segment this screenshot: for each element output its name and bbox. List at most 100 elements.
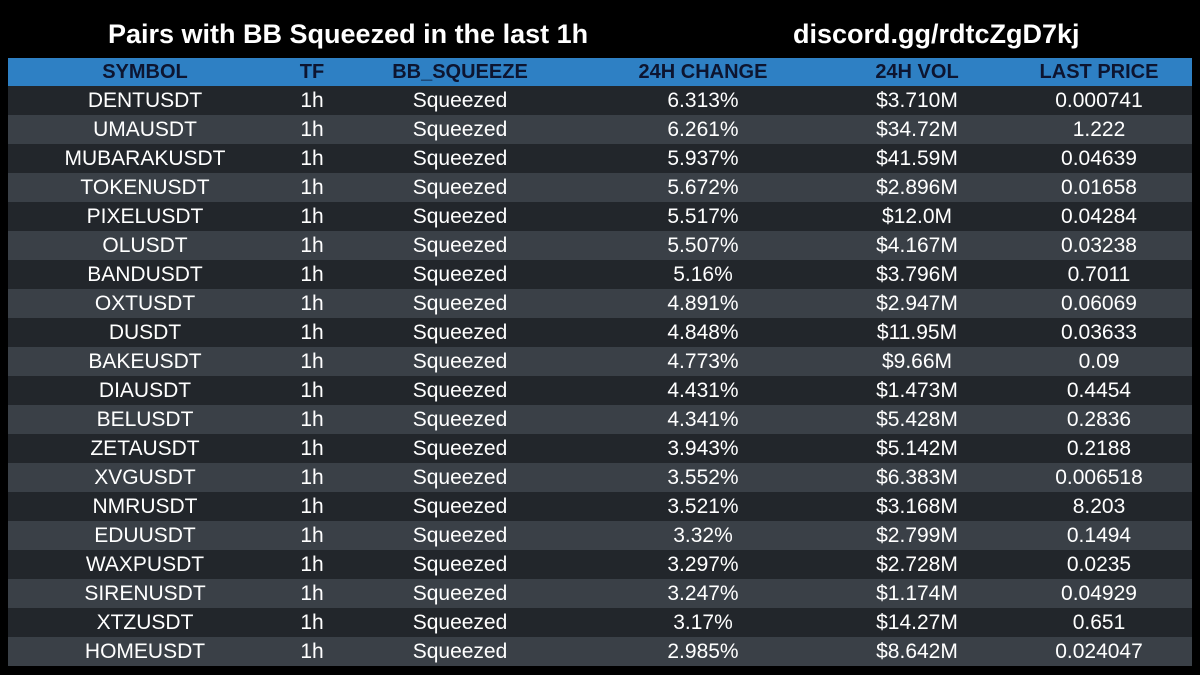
- bb-squeeze-cell: Squeezed: [342, 376, 578, 405]
- change-24h-cell: 3.297%: [578, 550, 828, 579]
- tf-cell: 1h: [282, 376, 342, 405]
- bb-squeeze-cell: Squeezed: [342, 608, 578, 637]
- table-row: NMRUSDT 1h Squeezed 3.521% $3.168M 8.203: [8, 492, 1192, 521]
- symbol-cell: DIAUSDT: [8, 376, 282, 405]
- change-24h-cell: 3.943%: [578, 434, 828, 463]
- last-price-cell: 0.0235: [1006, 550, 1192, 579]
- change-24h-cell: 3.32%: [578, 521, 828, 550]
- tf-cell: 1h: [282, 260, 342, 289]
- symbol-cell: OLUSDT: [8, 231, 282, 260]
- table-row: DUSDT 1h Squeezed 4.848% $11.95M 0.03633: [8, 318, 1192, 347]
- change-24h-cell: 4.848%: [578, 318, 828, 347]
- vol-24h-cell: $2.896M: [828, 173, 1006, 202]
- last-price-cell: 0.01658: [1006, 173, 1192, 202]
- tf-cell: 1h: [282, 173, 342, 202]
- column-header-symbol: SYMBOL: [8, 58, 282, 86]
- table-row: XTZUSDT 1h Squeezed 3.17% $14.27M 0.651: [8, 608, 1192, 637]
- symbol-cell: HOMEUSDT: [8, 637, 282, 666]
- last-price-cell: 0.000741: [1006, 86, 1192, 115]
- tf-cell: 1h: [282, 637, 342, 666]
- bb-squeeze-cell: Squeezed: [342, 492, 578, 521]
- symbol-cell: TOKENUSDT: [8, 173, 282, 202]
- table-row: HOMEUSDT 1h Squeezed 2.985% $8.642M 0.024047: [8, 637, 1192, 666]
- vol-24h-cell: $6.383M: [828, 463, 1006, 492]
- bb-squeeze-cell: Squeezed: [342, 521, 578, 550]
- table-body: DENTUSDT 1h Squeezed 6.313% $3.710M 0.000741 U…: [8, 86, 1192, 666]
- table-row: UMAUSDT 1h Squeezed 6.261% $34.72M 1.222: [8, 115, 1192, 144]
- vol-24h-cell: $9.66M: [828, 347, 1006, 376]
- change-24h-cell: 6.313%: [578, 86, 828, 115]
- bb-squeeze-cell: Squeezed: [342, 637, 578, 666]
- tf-cell: 1h: [282, 318, 342, 347]
- table-row: OLUSDT 1h Squeezed 5.507% $4.167M 0.03238: [8, 231, 1192, 260]
- vol-24h-cell: $3.168M: [828, 492, 1006, 521]
- change-24h-cell: 5.672%: [578, 173, 828, 202]
- vol-24h-cell: $1.473M: [828, 376, 1006, 405]
- vol-24h-cell: $5.142M: [828, 434, 1006, 463]
- tf-cell: 1h: [282, 405, 342, 434]
- change-24h-cell: 3.17%: [578, 608, 828, 637]
- vol-24h-cell: $2.799M: [828, 521, 1006, 550]
- change-24h-cell: 3.521%: [578, 492, 828, 521]
- column-header-last-price: LAST PRICE: [1006, 58, 1192, 86]
- vol-24h-cell: $5.428M: [828, 405, 1006, 434]
- bb-squeeze-cell: Squeezed: [342, 144, 578, 173]
- last-price-cell: 1.222: [1006, 115, 1192, 144]
- bb-squeeze-cell: Squeezed: [342, 434, 578, 463]
- bb-squeeze-cell: Squeezed: [342, 260, 578, 289]
- symbol-cell: BELUSDT: [8, 405, 282, 434]
- tf-cell: 1h: [282, 521, 342, 550]
- tf-cell: 1h: [282, 579, 342, 608]
- symbol-cell: BANDUSDT: [8, 260, 282, 289]
- tf-cell: 1h: [282, 144, 342, 173]
- change-24h-cell: 4.773%: [578, 347, 828, 376]
- change-24h-cell: 4.341%: [578, 405, 828, 434]
- vol-24h-cell: $3.796M: [828, 260, 1006, 289]
- symbol-cell: NMRUSDT: [8, 492, 282, 521]
- table-row: EDUUSDT 1h Squeezed 3.32% $2.799M 0.1494: [8, 521, 1192, 550]
- vol-24h-cell: $2.947M: [828, 289, 1006, 318]
- symbol-cell: DENTUSDT: [8, 86, 282, 115]
- table-row: ZETAUSDT 1h Squeezed 3.943% $5.142M 0.2188: [8, 434, 1192, 463]
- column-header-24h-vol: 24H VOL: [828, 58, 1006, 86]
- symbol-cell: BAKEUSDT: [8, 347, 282, 376]
- table-row: XVGUSDT 1h Squeezed 3.552% $6.383M 0.006518: [8, 463, 1192, 492]
- bb-squeeze-cell: Squeezed: [342, 318, 578, 347]
- vol-24h-cell: $14.27M: [828, 608, 1006, 637]
- tf-cell: 1h: [282, 86, 342, 115]
- vol-24h-cell: $3.710M: [828, 86, 1006, 115]
- table-header-row: SYMBOL TF BB_SQUEEZE 24H CHANGE 24H VOL …: [8, 58, 1192, 86]
- table-row: OXTUSDT 1h Squeezed 4.891% $2.947M 0.06069: [8, 289, 1192, 318]
- discord-link[interactable]: discord.gg/rdtcZgD7kj: [793, 19, 1080, 49]
- vol-24h-cell: $41.59M: [828, 144, 1006, 173]
- column-header-tf: TF: [282, 58, 342, 86]
- change-24h-cell: 3.247%: [578, 579, 828, 608]
- change-24h-cell: 6.261%: [578, 115, 828, 144]
- symbol-cell: WAXPUSDT: [8, 550, 282, 579]
- last-price-cell: 0.03238: [1006, 231, 1192, 260]
- table-row: BANDUSDT 1h Squeezed 5.16% $3.796M 0.7011: [8, 260, 1192, 289]
- symbol-cell: ZETAUSDT: [8, 434, 282, 463]
- bb-squeeze-cell: Squeezed: [342, 86, 578, 115]
- bb-squeeze-cell: Squeezed: [342, 289, 578, 318]
- column-header-24h-change: 24H CHANGE: [578, 58, 828, 86]
- vol-24h-cell: $2.728M: [828, 550, 1006, 579]
- table-row: DIAUSDT 1h Squeezed 4.431% $1.473M 0.4454: [8, 376, 1192, 405]
- vol-24h-cell: $34.72M: [828, 115, 1006, 144]
- table-row: DENTUSDT 1h Squeezed 6.313% $3.710M 0.000741: [8, 86, 1192, 115]
- table-row: BELUSDT 1h Squeezed 4.341% $5.428M 0.2836: [8, 405, 1192, 434]
- bb-squeeze-cell: Squeezed: [342, 405, 578, 434]
- last-price-cell: 0.024047: [1006, 637, 1192, 666]
- last-price-cell: 0.06069: [1006, 289, 1192, 318]
- vol-24h-cell: $4.167M: [828, 231, 1006, 260]
- last-price-cell: 0.006518: [1006, 463, 1192, 492]
- symbol-cell: XVGUSDT: [8, 463, 282, 492]
- change-24h-cell: 4.431%: [578, 376, 828, 405]
- table-row: MUBARAKUSDT 1h Squeezed 5.937% $41.59M 0.0463…: [8, 144, 1192, 173]
- vol-24h-cell: $12.0M: [828, 202, 1006, 231]
- last-price-cell: 8.203: [1006, 492, 1192, 521]
- last-price-cell: 0.03633: [1006, 318, 1192, 347]
- change-24h-cell: 5.937%: [578, 144, 828, 173]
- tf-cell: 1h: [282, 202, 342, 231]
- symbol-cell: SIRENUSDT: [8, 579, 282, 608]
